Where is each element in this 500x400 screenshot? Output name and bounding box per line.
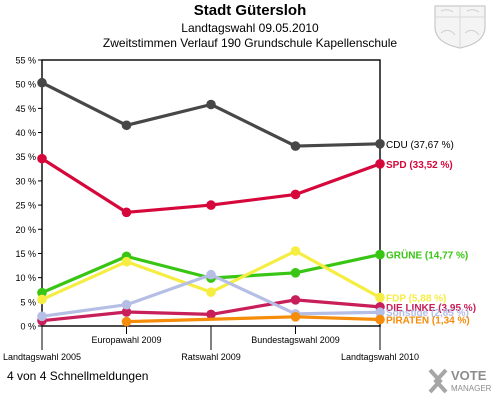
chart-subtitle-2: Zweitstimmen Verlauf 190 Grundschule Kap… xyxy=(102,36,398,50)
series-end-label: FDP (5,88 %) xyxy=(386,294,446,305)
y-tick-label: 10 % xyxy=(15,273,36,283)
x-tick-label: Landtagswahl 2010 xyxy=(341,352,419,362)
data-point xyxy=(375,292,385,303)
svg-text:MANAGER: MANAGER xyxy=(451,384,492,393)
data-point xyxy=(121,307,132,317)
series-end-label: GRÜNE (14,77 %) xyxy=(386,249,468,262)
chart-title: Stadt Gütersloh xyxy=(193,2,307,19)
y-tick-label: 30 % xyxy=(15,176,36,186)
data-point xyxy=(290,246,301,256)
y-tick-label: 55 % xyxy=(15,56,36,66)
data-point xyxy=(206,99,216,110)
data-point xyxy=(290,312,301,322)
coat-of-arms-icon xyxy=(434,5,486,49)
y-tick-label: 35 % xyxy=(15,152,36,162)
chart-subtitle: Landtagswahl 09.05.2010 xyxy=(181,21,319,35)
data-point xyxy=(290,295,301,305)
x-tick-label: Ratswahl 2009 xyxy=(181,352,241,362)
y-tick-label: 25 % xyxy=(15,201,36,211)
data-point xyxy=(375,139,385,149)
y-tick-label: 15 % xyxy=(15,249,36,259)
data-point xyxy=(37,287,47,298)
x-tick-label: Bundestagswahl 2009 xyxy=(251,335,340,345)
data-point xyxy=(121,256,132,267)
data-point xyxy=(206,309,216,320)
vote-manager-logo: VOTE MANAGER xyxy=(428,368,492,394)
data-point xyxy=(290,268,301,278)
data-point xyxy=(375,307,385,318)
data-point xyxy=(206,287,216,297)
y-tick-label: 40 % xyxy=(15,128,36,138)
y-tick-label: 20 % xyxy=(15,225,36,235)
data-point xyxy=(121,316,132,327)
series-end-label: Sonstige (2,85 %) xyxy=(386,308,469,319)
data-point xyxy=(121,299,132,310)
data-point xyxy=(206,269,216,280)
data-point xyxy=(37,153,47,164)
data-point xyxy=(290,141,301,151)
y-tick-label: 45 % xyxy=(15,104,36,114)
data-point xyxy=(375,249,385,260)
series-end-label: SPD (33,52 %) xyxy=(386,160,453,171)
data-point xyxy=(375,159,385,169)
data-point xyxy=(37,77,47,88)
svg-text:VOTE: VOTE xyxy=(451,368,487,383)
data-point xyxy=(121,120,132,131)
series-end-label: PIRATEN (1,34 %) xyxy=(386,316,470,327)
x-tick-label: Europawahl 2009 xyxy=(91,335,161,345)
data-point xyxy=(37,294,47,305)
y-tick-label: 0 % xyxy=(20,322,36,332)
data-point xyxy=(290,189,301,200)
data-point xyxy=(375,314,385,325)
x-tick-label: Landtagswahl 2005 xyxy=(3,352,81,362)
data-point xyxy=(37,311,47,322)
series-end-label: CDU (37,67 %) xyxy=(386,140,454,151)
series-end-label: DIE LINKE (3,95 %) xyxy=(386,303,476,314)
data-point xyxy=(206,200,216,210)
y-tick-label: 5 % xyxy=(20,297,36,307)
data-point xyxy=(121,207,132,218)
y-tick-label: 50 % xyxy=(15,80,36,90)
footer-note: 4 von 4 Schnellmeldungen xyxy=(7,369,149,383)
